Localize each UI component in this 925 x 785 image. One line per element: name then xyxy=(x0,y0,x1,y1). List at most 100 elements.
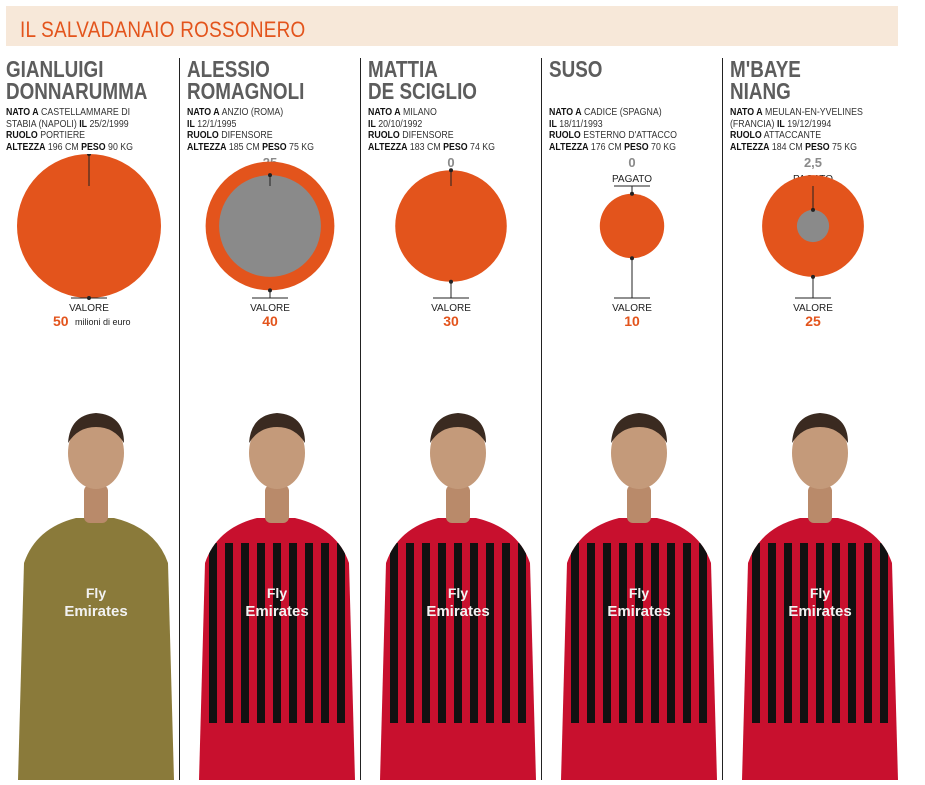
valore-value: 10 xyxy=(624,313,640,329)
player-column: SUSO NATO A CADICE (SPAGNA) IL 18/11/199… xyxy=(549,58,727,780)
column-divider xyxy=(722,58,723,780)
nato-label: NATO A xyxy=(730,107,763,118)
weight: 75 KG xyxy=(289,141,315,153)
player-facts: NATO A MILANO IL 20/10/1992 RUOLO DIFENS… xyxy=(368,107,546,153)
svg-text:Fly: Fly xyxy=(86,585,106,601)
role: DIFENSORE xyxy=(402,130,454,142)
birthplace-cont: (FRANCIA) xyxy=(730,118,775,130)
birthplace: CASTELLAMMARE DI xyxy=(41,107,131,118)
birthplace: CADICE (SPAGNA) xyxy=(584,107,662,118)
valore-value: 25 xyxy=(805,313,821,329)
il-label: IL xyxy=(776,118,785,130)
birthdate: 18/11/1993 xyxy=(559,118,603,130)
unit-label: milioni di euro xyxy=(75,317,131,327)
player-name-line2: NIANG xyxy=(730,78,791,104)
birthplace: MEULAN-EN-YVELINES xyxy=(765,107,863,118)
player-figure: Fly Emirates xyxy=(561,413,717,780)
column-divider xyxy=(360,58,361,780)
ruolo-label: RUOLO xyxy=(187,130,219,142)
bubble-chart: 25PAGATOVALORE40 xyxy=(205,155,335,329)
player-name-line1: GIANLUIGI xyxy=(6,56,104,82)
birthplace-line: NATO A MEULAN-EN-YVELINES xyxy=(730,107,887,119)
birthdate-line: STABIA (NAPOLI) IL 25/2/1999 xyxy=(6,119,163,131)
header-bar: IL SALVADANAIO ROSSONERO xyxy=(6,6,898,46)
pagato-dot xyxy=(811,207,815,212)
player-name: MATTIA DE SCIGLIO xyxy=(368,58,514,104)
birthdate: 20/10/1992 xyxy=(378,118,423,130)
page-title: IL SALVADANAIO ROSSONERO xyxy=(20,17,306,42)
player-name: M'BAYE NIANG xyxy=(730,56,876,104)
player-name-line1: SUSO xyxy=(549,56,603,82)
ruolo-label: RUOLO xyxy=(6,130,38,142)
role: ATTACCANTE xyxy=(763,130,822,142)
valore-bubble xyxy=(17,154,161,298)
valore-dot xyxy=(811,274,815,279)
svg-text:Fly: Fly xyxy=(629,585,649,601)
pagato-dot xyxy=(268,173,272,178)
player-photo: Fly Emirates xyxy=(730,393,908,780)
valore-label: VALORE xyxy=(431,303,471,314)
height: 183 CM xyxy=(409,141,441,153)
player-photo: Fly Emirates xyxy=(549,393,727,780)
valore-label: VALORE xyxy=(612,303,652,314)
pagato-dot xyxy=(87,154,91,156)
birthplace: MILANO xyxy=(403,107,437,118)
pagato-bubble xyxy=(219,175,321,277)
valore-value: 30 xyxy=(443,313,459,329)
valore-value: 40 xyxy=(262,313,278,329)
role-line: RUOLO ATTACCANTE xyxy=(730,130,887,142)
birthdate-line: IL 18/11/1993 xyxy=(549,119,706,131)
birthdate: 12/1/1995 xyxy=(197,118,237,130)
player-photo: Fly Emirates xyxy=(6,393,184,780)
il-label: IL xyxy=(187,118,195,130)
nato-label: NATO A xyxy=(368,107,401,118)
player-name-line2: ROMAGNOLI xyxy=(187,78,305,104)
valore-dot xyxy=(449,279,453,284)
peso-label: PESO xyxy=(81,141,106,153)
birthdate-line: (FRANCIA) IL 19/12/1994 xyxy=(730,119,887,131)
il-label: IL xyxy=(79,118,88,130)
il-label: IL xyxy=(549,118,557,130)
size-line: ALTEZZA 185 CM PESO 75 KG xyxy=(187,142,344,154)
role-line: RUOLO DIFENSORE xyxy=(187,130,344,142)
ruolo-label: RUOLO xyxy=(730,130,762,142)
svg-text:Emirates: Emirates xyxy=(245,603,308,620)
birthplace-cont: STABIA (NAPOLI) xyxy=(6,118,77,130)
size-line: ALTEZZA 184 CM PESO 75 KG xyxy=(730,142,887,154)
player-column: M'BAYE NIANG NATO A MEULAN-EN-YVELINES (… xyxy=(730,58,908,780)
player-name-line2: DE SCIGLIO xyxy=(368,78,477,104)
bubble-chart: 0PAGATOVALORE50milioni di euro xyxy=(17,154,161,329)
player-name-line1: M'BAYE xyxy=(730,56,801,82)
player-column: ALESSIO ROMAGNOLI NATO A ANZIO (ROMA) IL… xyxy=(187,58,365,780)
altezza-label: ALTEZZA xyxy=(187,141,227,153)
player-column: MATTIA DE SCIGLIO NATO A MILANO IL 20/10… xyxy=(368,58,546,780)
player-name: ALESSIO ROMAGNOLI xyxy=(187,58,333,104)
player-facts: NATO A MEULAN-EN-YVELINES (FRANCIA) IL 1… xyxy=(730,107,908,153)
ruolo-label: RUOLO xyxy=(549,130,581,142)
size-line: ALTEZZA 176 CM PESO 70 KG xyxy=(549,142,706,154)
nato-label: NATO A xyxy=(549,107,582,118)
player-figure: Fly Emirates xyxy=(18,413,174,780)
il-label: IL xyxy=(368,118,376,130)
valore-bubble xyxy=(599,193,665,259)
weight: 90 KG xyxy=(108,141,134,153)
altezza-label: ALTEZZA xyxy=(6,141,46,153)
svg-text:Emirates: Emirates xyxy=(788,603,851,620)
nato-label: NATO A xyxy=(6,107,39,118)
birthdate: 25/2/1999 xyxy=(89,118,129,130)
altezza-label: ALTEZZA xyxy=(368,141,408,153)
player-column: GIANLUIGI DONNARUMMA NATO A CASTELLAMMAR… xyxy=(6,58,184,780)
svg-text:Fly: Fly xyxy=(267,585,287,601)
birthdate: 19/12/1994 xyxy=(787,118,832,130)
weight: 70 KG xyxy=(651,141,677,153)
player-name: GIANLUIGI DONNARUMMA xyxy=(6,56,152,103)
player-photo: Fly Emirates xyxy=(368,393,546,780)
birthdate-line: IL 20/10/1992 xyxy=(368,119,525,131)
svg-text:Fly: Fly xyxy=(810,585,830,601)
svg-text:Emirates: Emirates xyxy=(426,603,489,620)
valore-value: 50 xyxy=(53,313,69,329)
svg-text:Emirates: Emirates xyxy=(64,603,127,620)
nato-label: NATO A xyxy=(187,107,220,118)
ruolo-label: RUOLO xyxy=(368,130,400,142)
valore-dot xyxy=(268,288,272,293)
